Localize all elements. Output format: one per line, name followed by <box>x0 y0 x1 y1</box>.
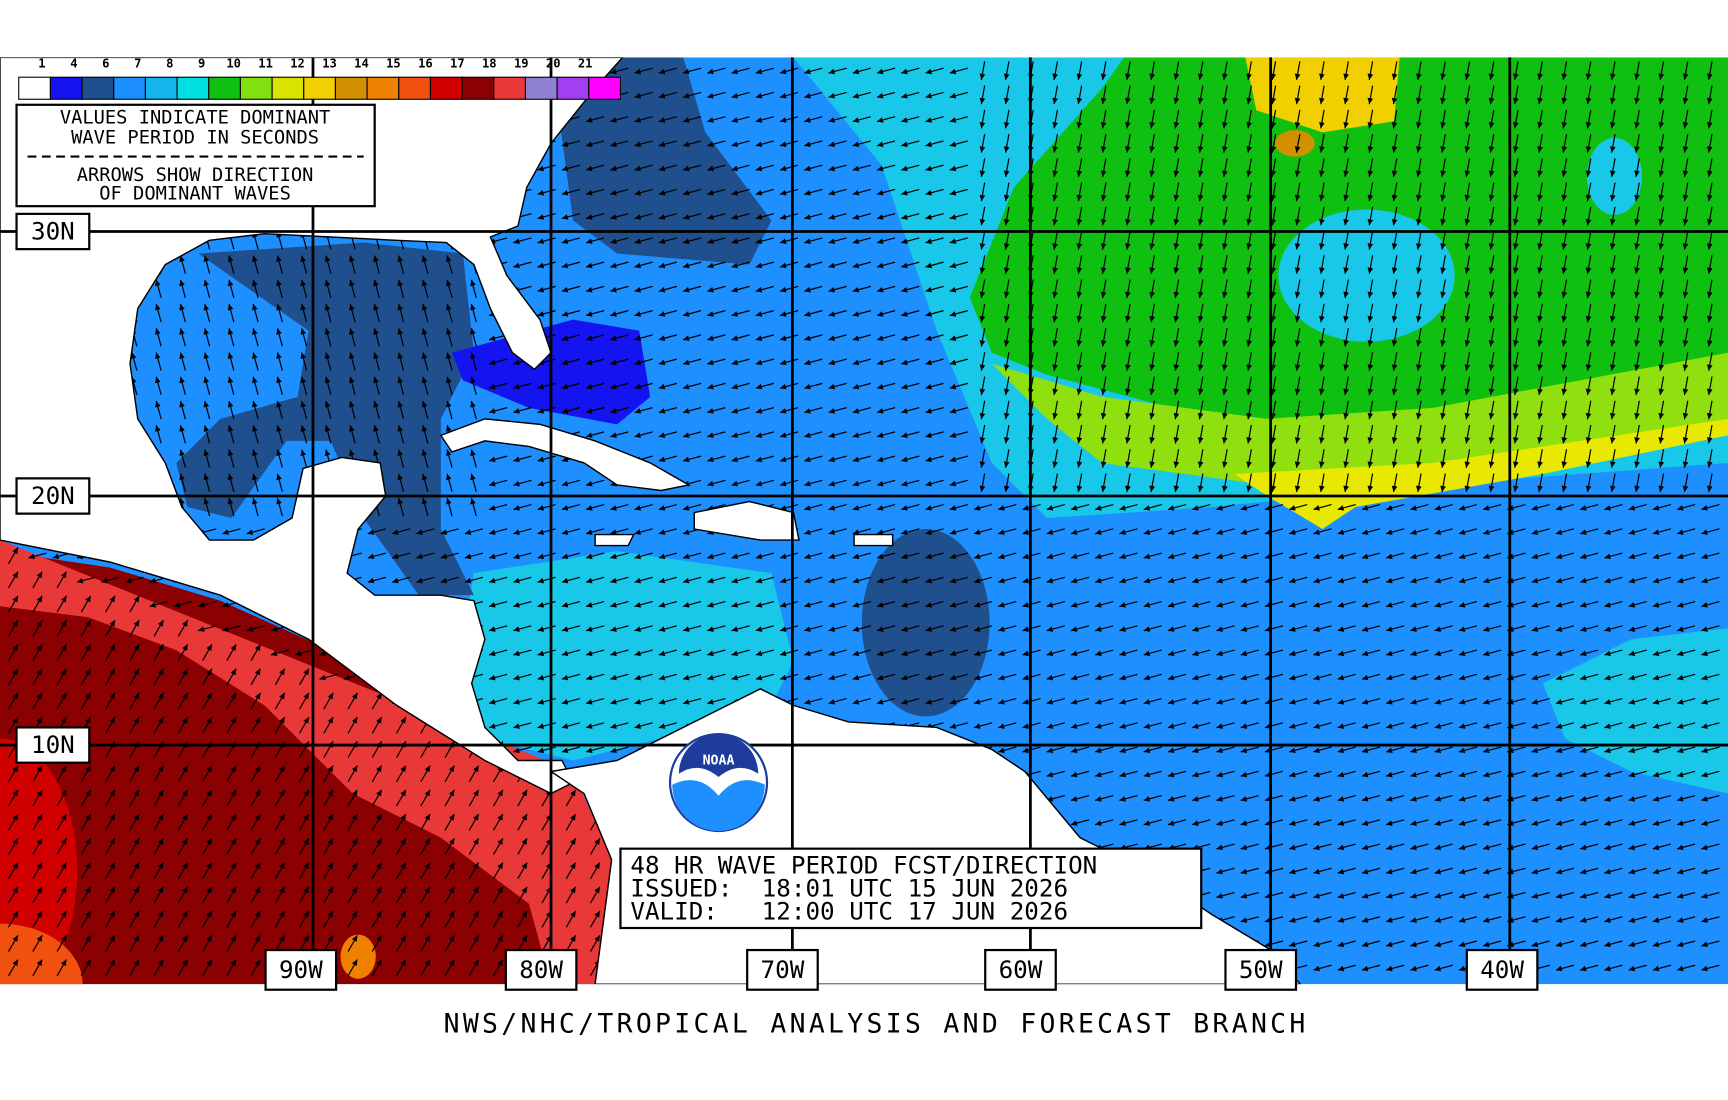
legend-label: 14 <box>354 57 369 71</box>
longitude-label: 60W <box>999 955 1043 984</box>
note-text: ARROWS SHOW DIRECTION <box>77 165 314 186</box>
label-box <box>746 948 819 991</box>
longitude-label: 90W <box>279 955 323 984</box>
legend-label: 7 <box>134 57 141 71</box>
note-text: VALUES INDICATE DOMINANT <box>60 108 330 129</box>
legend-label: 4 <box>70 57 77 71</box>
legend-label: 11 <box>258 57 273 71</box>
legend-swatch <box>366 76 400 100</box>
legend-label: 15 <box>386 57 401 71</box>
legend-label: 19 <box>514 57 529 71</box>
note-text: OF DOMINANT WAVES <box>99 184 291 205</box>
latitude-label: 30N <box>31 217 75 246</box>
legend-swatch <box>271 76 305 100</box>
legend-label: 20 <box>546 57 561 71</box>
legend-swatch <box>429 76 463 100</box>
graticule <box>0 57 1728 985</box>
legend-swatch <box>588 76 622 100</box>
legend-swatch <box>144 76 178 100</box>
label-box <box>1465 948 1539 991</box>
logo-text: NOAA <box>703 753 735 768</box>
label-box <box>984 948 1057 991</box>
longitude-label: 40W <box>1480 955 1524 984</box>
longitude-label: 80W <box>519 955 563 984</box>
longitude-label: 50W <box>1239 955 1283 984</box>
label-box <box>1224 948 1298 991</box>
legend-label: 1 <box>38 57 45 71</box>
legend-swatch <box>398 76 431 100</box>
legend-swatch <box>334 76 368 100</box>
label-box <box>15 212 91 251</box>
legend-label: 18 <box>482 57 497 71</box>
longitude-labels: 90W 80W 70W 60W 50W 40W <box>264 948 1539 991</box>
legend-swatch <box>49 76 83 100</box>
latitude-labels: 30N 20N 10N <box>15 212 91 764</box>
legend-swatch <box>524 76 558 100</box>
legend-label: 10 <box>226 57 241 71</box>
label-box <box>15 477 91 515</box>
legend-swatch <box>81 76 115 100</box>
legend-label: 13 <box>322 57 337 71</box>
forecast-title: 48 HR WAVE PERIOD FCST/DIRECTION <box>630 850 1097 879</box>
legend-label: 6 <box>102 57 109 71</box>
legend-swatch <box>556 76 590 100</box>
legend-label: 17 <box>450 57 465 71</box>
legend-swatch <box>493 76 526 100</box>
legend: 1 4 6 7 8 9 10 11 12 13 14 15 16 17 18 19 20 21 <box>18 57 622 100</box>
arrow-heads <box>4 61 1713 972</box>
forecast-box: 48 HR WAVE PERIOD FCST/DIRECTION ISSUED:… <box>619 847 1203 930</box>
legend-label: 21 <box>578 57 593 71</box>
valid-time: VALID: 12:00 UTC 17 JUN 2026 <box>630 897 1068 926</box>
legend-swatch <box>461 76 495 100</box>
label-box <box>504 948 578 991</box>
legend-swatch <box>239 76 273 100</box>
longitude-label: 70W <box>761 955 805 984</box>
legend-label: 12 <box>290 57 305 71</box>
latitude-label: 10N <box>31 730 75 759</box>
latitude-label: 20N <box>31 481 75 510</box>
notes-box: VALUES INDICATE DOMINANT WAVE PERIOD IN … <box>15 103 376 208</box>
label-box <box>15 726 91 764</box>
legend-swatch <box>303 76 336 100</box>
legend-label: 8 <box>166 57 173 71</box>
noaa-logo: NOAA <box>668 732 769 833</box>
note-text: WAVE PERIOD IN SECONDS <box>71 127 319 148</box>
legend-swatch <box>113 76 146 100</box>
label-box <box>264 948 338 991</box>
issued-time: ISSUED: 18:01 UTC 15 JUN 2026 <box>630 873 1068 902</box>
legend-swatch <box>18 76 51 100</box>
legend-label: 16 <box>418 57 433 71</box>
legend-swatch <box>208 76 241 100</box>
legend-label: 9 <box>198 57 205 71</box>
legend-swatch <box>176 76 210 100</box>
footer: NWS/NHC/TROPICAL ANALYSIS AND FORECAST B… <box>444 1008 1309 1039</box>
